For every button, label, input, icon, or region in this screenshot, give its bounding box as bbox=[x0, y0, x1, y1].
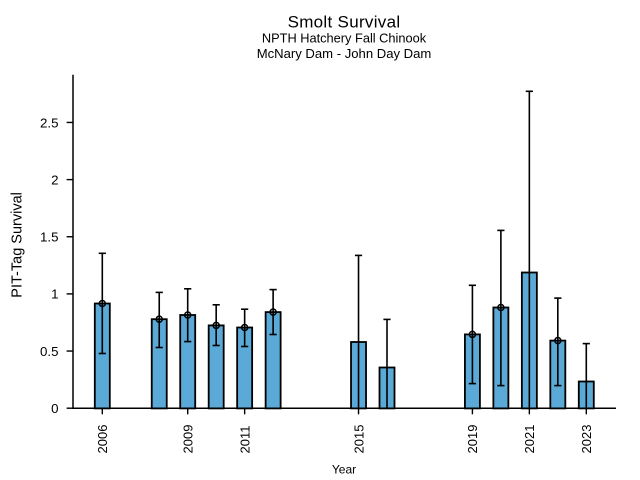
svg-text:2011: 2011 bbox=[237, 426, 252, 454]
svg-text:2009: 2009 bbox=[180, 425, 195, 454]
svg-text:2021: 2021 bbox=[522, 425, 537, 454]
svg-text:2023: 2023 bbox=[579, 425, 594, 454]
svg-text:0: 0 bbox=[51, 401, 58, 416]
svg-text:NPTH Hatchery Fall Chinook: NPTH Hatchery Fall Chinook bbox=[262, 30, 427, 45]
svg-text:2015: 2015 bbox=[351, 425, 366, 454]
svg-text:2: 2 bbox=[51, 172, 58, 187]
svg-text:1: 1 bbox=[51, 287, 58, 302]
svg-text:Year: Year bbox=[332, 463, 356, 477]
svg-text:1.5: 1.5 bbox=[40, 230, 59, 245]
svg-text:2.5: 2.5 bbox=[40, 115, 59, 130]
svg-text:0.5: 0.5 bbox=[40, 344, 59, 359]
svg-text:PIT-Tag Survival: PIT-Tag Survival bbox=[10, 192, 26, 298]
svg-text:McNary Dam - John Day Dam: McNary Dam - John Day Dam bbox=[257, 46, 432, 61]
svg-text:2006: 2006 bbox=[95, 425, 110, 454]
svg-text:Smolt Survival: Smolt Survival bbox=[288, 13, 401, 32]
svg-text:2019: 2019 bbox=[465, 425, 480, 454]
